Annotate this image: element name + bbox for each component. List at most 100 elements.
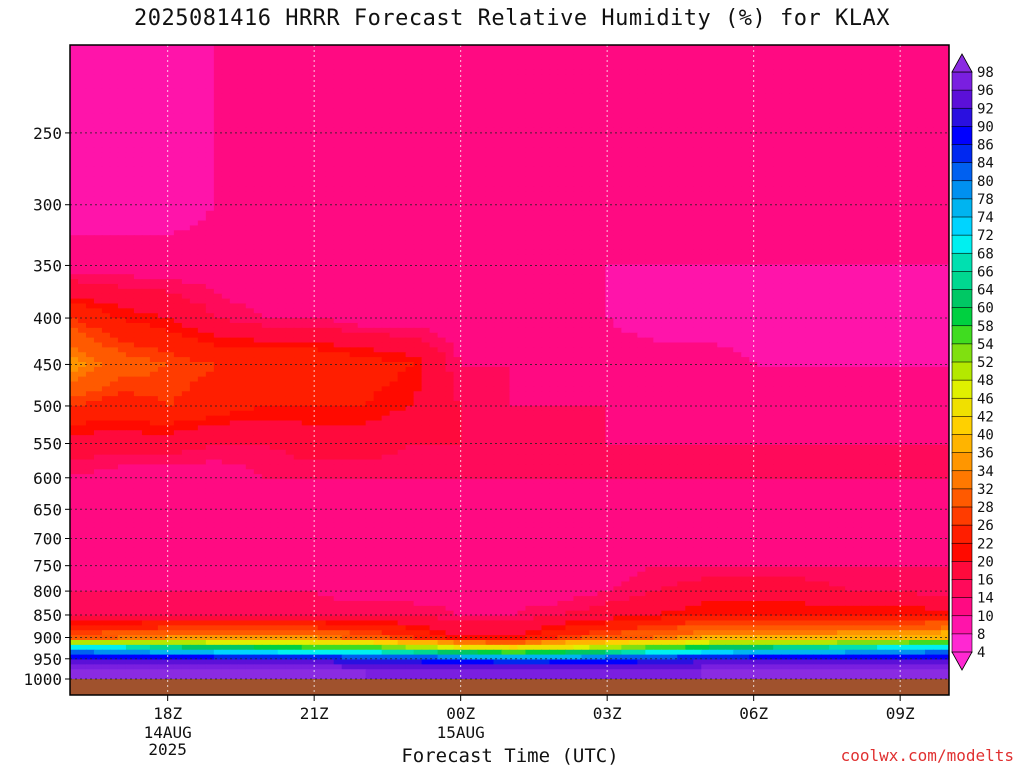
- rh-cell: [533, 220, 543, 227]
- rh-cell: [421, 210, 431, 217]
- rh-cell: [157, 205, 167, 212]
- rh-cell: [501, 127, 511, 134]
- rh-cell: [397, 132, 407, 139]
- rh-cell: [749, 259, 758, 266]
- rh-cell: [653, 113, 662, 119]
- rh-cell: [461, 88, 471, 95]
- rh-cell: [85, 74, 95, 80]
- rh-cell: [269, 132, 279, 139]
- rh-cell: [533, 123, 543, 129]
- rh-cell: [317, 186, 327, 192]
- rh-cell: [493, 191, 503, 197]
- rh-cell: [645, 118, 654, 124]
- rh-cell: [221, 186, 231, 192]
- rh-cell: [645, 142, 654, 149]
- rh-cell: [853, 54, 862, 61]
- rh-cell: [565, 244, 575, 251]
- rh-cell: [485, 210, 495, 217]
- rh-cell: [389, 79, 399, 85]
- rh-cell: [413, 235, 423, 241]
- rh-cell: [141, 171, 151, 178]
- rh-cell: [413, 244, 423, 251]
- rh-cell: [357, 137, 367, 144]
- rh-cell: [645, 205, 654, 212]
- rh-cell: [877, 254, 886, 261]
- rh-cell: [589, 235, 598, 241]
- rh-cell: [789, 49, 798, 56]
- rh-cell: [525, 103, 535, 109]
- rh-cell: [549, 93, 559, 100]
- rh-cell: [677, 152, 686, 158]
- rh-cell: [229, 79, 239, 85]
- rh-cell: [229, 166, 239, 173]
- rh-cell: [749, 249, 758, 256]
- rh-cell: [437, 162, 447, 168]
- rh-cell: [557, 49, 567, 56]
- rh-cell: [181, 210, 191, 217]
- rh-cell: [469, 210, 479, 217]
- rh-cell: [357, 157, 367, 163]
- rh-cell: [869, 118, 878, 124]
- rh-cell: [765, 108, 774, 114]
- rh-cell: [165, 162, 175, 168]
- rh-cell: [269, 210, 279, 217]
- rh-cell: [341, 259, 351, 266]
- rh-cell: [277, 259, 287, 266]
- rh-cell: [373, 123, 383, 129]
- rh-cell: [613, 215, 622, 222]
- rh-cell: [645, 147, 654, 153]
- rh-cell: [509, 215, 519, 222]
- rh-cell: [485, 123, 495, 129]
- rh-cell: [837, 152, 846, 158]
- rh-cell: [397, 49, 407, 56]
- rh-cell: [373, 127, 383, 134]
- rh-cell: [813, 176, 822, 183]
- rh-cell: [469, 59, 479, 66]
- rh-cell: [245, 152, 255, 158]
- rh-cell: [773, 127, 782, 134]
- rh-cell: [237, 249, 247, 256]
- rh-cell: [757, 191, 766, 197]
- rh-cell: [277, 132, 287, 139]
- rh-cell: [933, 171, 942, 178]
- rh-cell: [221, 176, 231, 183]
- rh-cell: [893, 215, 902, 222]
- rh-cell: [173, 181, 183, 188]
- rh-cell: [165, 240, 175, 246]
- rh-cell: [445, 64, 455, 70]
- rh-cell: [613, 54, 622, 61]
- rh-cell: [125, 69, 135, 75]
- rh-cell: [429, 264, 439, 270]
- rh-cell: [341, 54, 351, 61]
- rh-cell: [805, 152, 814, 158]
- rh-cell: [189, 45, 199, 51]
- rh-cell: [293, 123, 303, 129]
- rh-cell: [629, 166, 638, 173]
- rh-cell: [557, 235, 567, 241]
- rh-cell: [445, 176, 455, 183]
- rh-cell: [477, 235, 487, 241]
- rh-cell: [461, 244, 471, 251]
- rh-cell: [901, 118, 910, 124]
- rh-cell: [781, 142, 790, 149]
- rh-cell: [677, 205, 686, 212]
- rh-cell: [837, 186, 846, 192]
- rh-cell: [661, 69, 670, 75]
- rh-cell: [469, 220, 479, 227]
- rh-cell: [149, 235, 159, 241]
- rh-cell: [549, 88, 559, 95]
- rh-cell: [85, 79, 95, 85]
- rh-cell: [469, 157, 479, 163]
- rh-cell: [93, 103, 103, 109]
- rh-cell: [725, 74, 734, 80]
- rh-cell: [853, 147, 862, 153]
- rh-cell: [461, 113, 471, 119]
- rh-cell: [821, 132, 830, 139]
- rh-cell: [197, 230, 207, 236]
- rh-cell: [605, 88, 614, 95]
- rh-cell: [261, 93, 271, 100]
- rh-cell: [141, 230, 151, 236]
- rh-cell: [917, 240, 926, 246]
- rh-cell: [85, 181, 95, 188]
- rh-cell: [925, 171, 934, 178]
